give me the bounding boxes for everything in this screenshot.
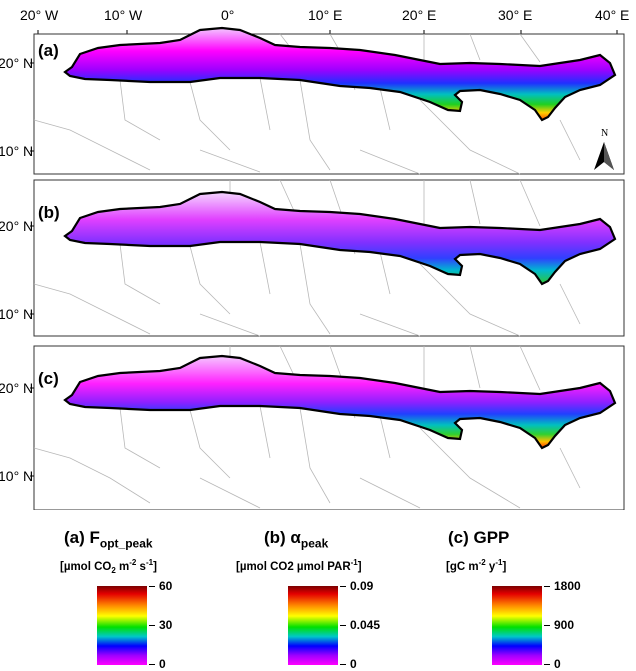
legend-max: 60: [159, 579, 173, 593]
legend-title: (b) αpeak: [264, 528, 329, 551]
legend-title: (a) Fopt_peak: [64, 528, 153, 551]
y-tick-label: 10° N: [0, 468, 33, 484]
top-axis: 20° W 10° W 0° 10° E 20° E 30° E 40° E: [20, 7, 629, 34]
y-tick-label: 20° N: [0, 55, 33, 71]
legend-max: 1800: [554, 579, 581, 593]
svg-text:N: N: [601, 128, 608, 139]
color-bar: 60 30 0: [97, 579, 172, 671]
y-tick-label: 20° N: [0, 380, 33, 396]
panel-label-c: (c): [38, 369, 59, 388]
north-arrow-icon: N: [594, 128, 614, 170]
y-tick-label: 10° N: [0, 306, 33, 322]
y-tick-label: 10° N: [0, 143, 33, 159]
x-tick-label: 10° W: [104, 7, 143, 23]
color-bar: 1800 900 0: [492, 579, 581, 671]
legend-mid: 900: [554, 618, 575, 632]
x-tick-label: 30° E: [498, 7, 532, 23]
x-tick-label: 20° E: [402, 7, 436, 23]
x-tick-label: 20° W: [20, 7, 59, 23]
map-panel-c: (c) 20° N 10° N: [0, 345, 625, 510]
x-tick-label: 0°: [221, 7, 234, 23]
legend-unit: [µmol CO2 m-2 s-1]: [60, 558, 157, 576]
x-tick-label: 40° E: [595, 7, 629, 23]
color-bar: 0.09 0.045 0: [288, 579, 380, 671]
map-panel-b: (b) 20° N 10° N: [0, 179, 625, 337]
legend-min: 0: [159, 657, 166, 671]
legend-min: 0: [350, 657, 357, 671]
map-panel-a: (a) N 20° N 10° N: [0, 26, 625, 175]
legend-unit: [gC m-2 y-1]: [446, 558, 507, 573]
x-tick-label: 10° E: [308, 7, 342, 23]
legend-max: 0.09: [350, 579, 374, 593]
panel-label-a: (a): [38, 41, 59, 60]
legend-unit: [µmol CO2 µmol PAR-1]: [236, 558, 362, 573]
y-tick-label: 20° N: [0, 218, 33, 234]
legend-min: 0: [554, 657, 561, 671]
map-panels: 20° W 10° W 0° 10° E 20° E 30° E 40° E (…: [0, 7, 629, 510]
legend-mid: 30: [159, 618, 173, 632]
legend-title: (c) GPP: [448, 528, 510, 547]
panel-label-b: (b): [38, 203, 60, 222]
legend-mid: 0.045: [350, 618, 381, 632]
